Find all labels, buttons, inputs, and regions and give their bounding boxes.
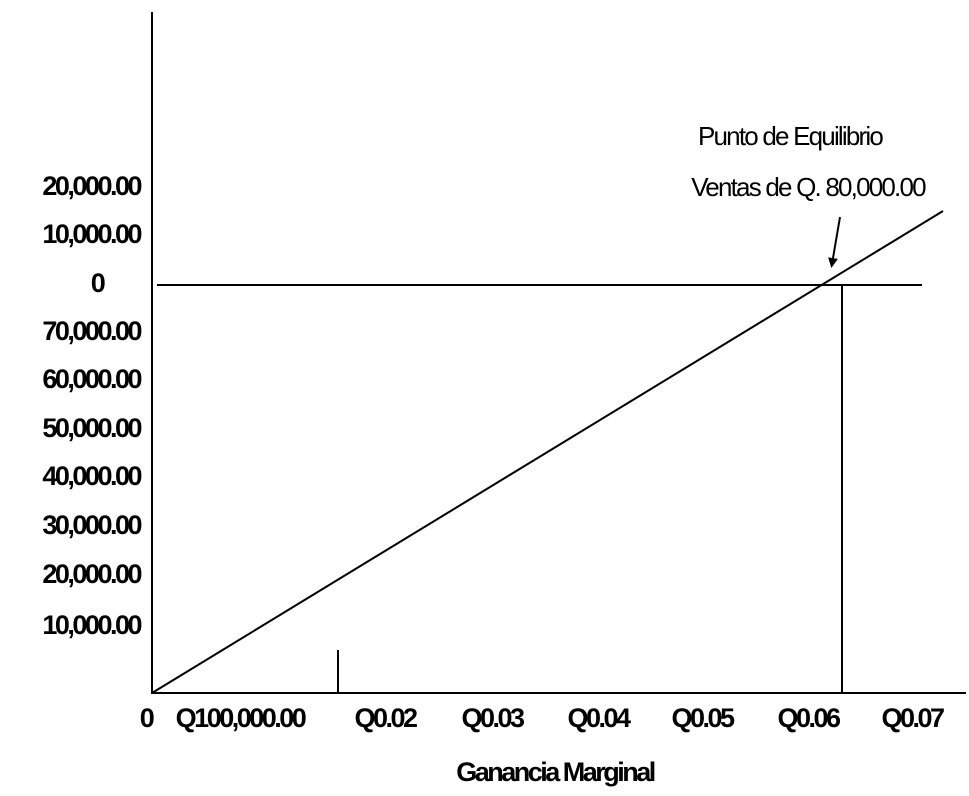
x-axis-label: Q0.03	[461, 703, 525, 733]
y-axis-label: 20,000.00	[42, 559, 141, 589]
x-axis-label: Q100,000.00	[176, 703, 306, 733]
x-axis-label: Q0.02	[354, 703, 417, 733]
y-axis-label: 0	[91, 268, 105, 298]
diagonal-line	[151, 210, 944, 694]
y-axis-label: 70,000.00	[42, 316, 141, 346]
y-axis-label: 10,000.00	[42, 610, 141, 640]
y-axis-label: 20,000.00	[42, 171, 141, 201]
y-axis-label: 60,000.00	[42, 364, 141, 394]
x-axis-label: 0	[140, 703, 154, 733]
annotation-line: Punto de Equilibrio	[698, 121, 883, 151]
y-axis-label: 50,000.00	[42, 413, 141, 443]
annotation-line: Ventas de Q. 80,000.00	[691, 172, 926, 202]
x-axis-label: Q0.04	[567, 703, 631, 733]
arrow	[828, 216, 841, 268]
x-axis-label: Q0.07	[881, 703, 944, 733]
x-axis-label: Q0.06	[777, 703, 841, 733]
x-axis-label: Q0.05	[671, 703, 735, 733]
y-axis-label: 10,000.00	[42, 219, 141, 249]
y-axis-label: 40,000.00	[42, 461, 141, 491]
y-axis-label: 30,000.00	[42, 510, 141, 540]
x-axis-title: Ganancia Marginal	[456, 757, 655, 787]
